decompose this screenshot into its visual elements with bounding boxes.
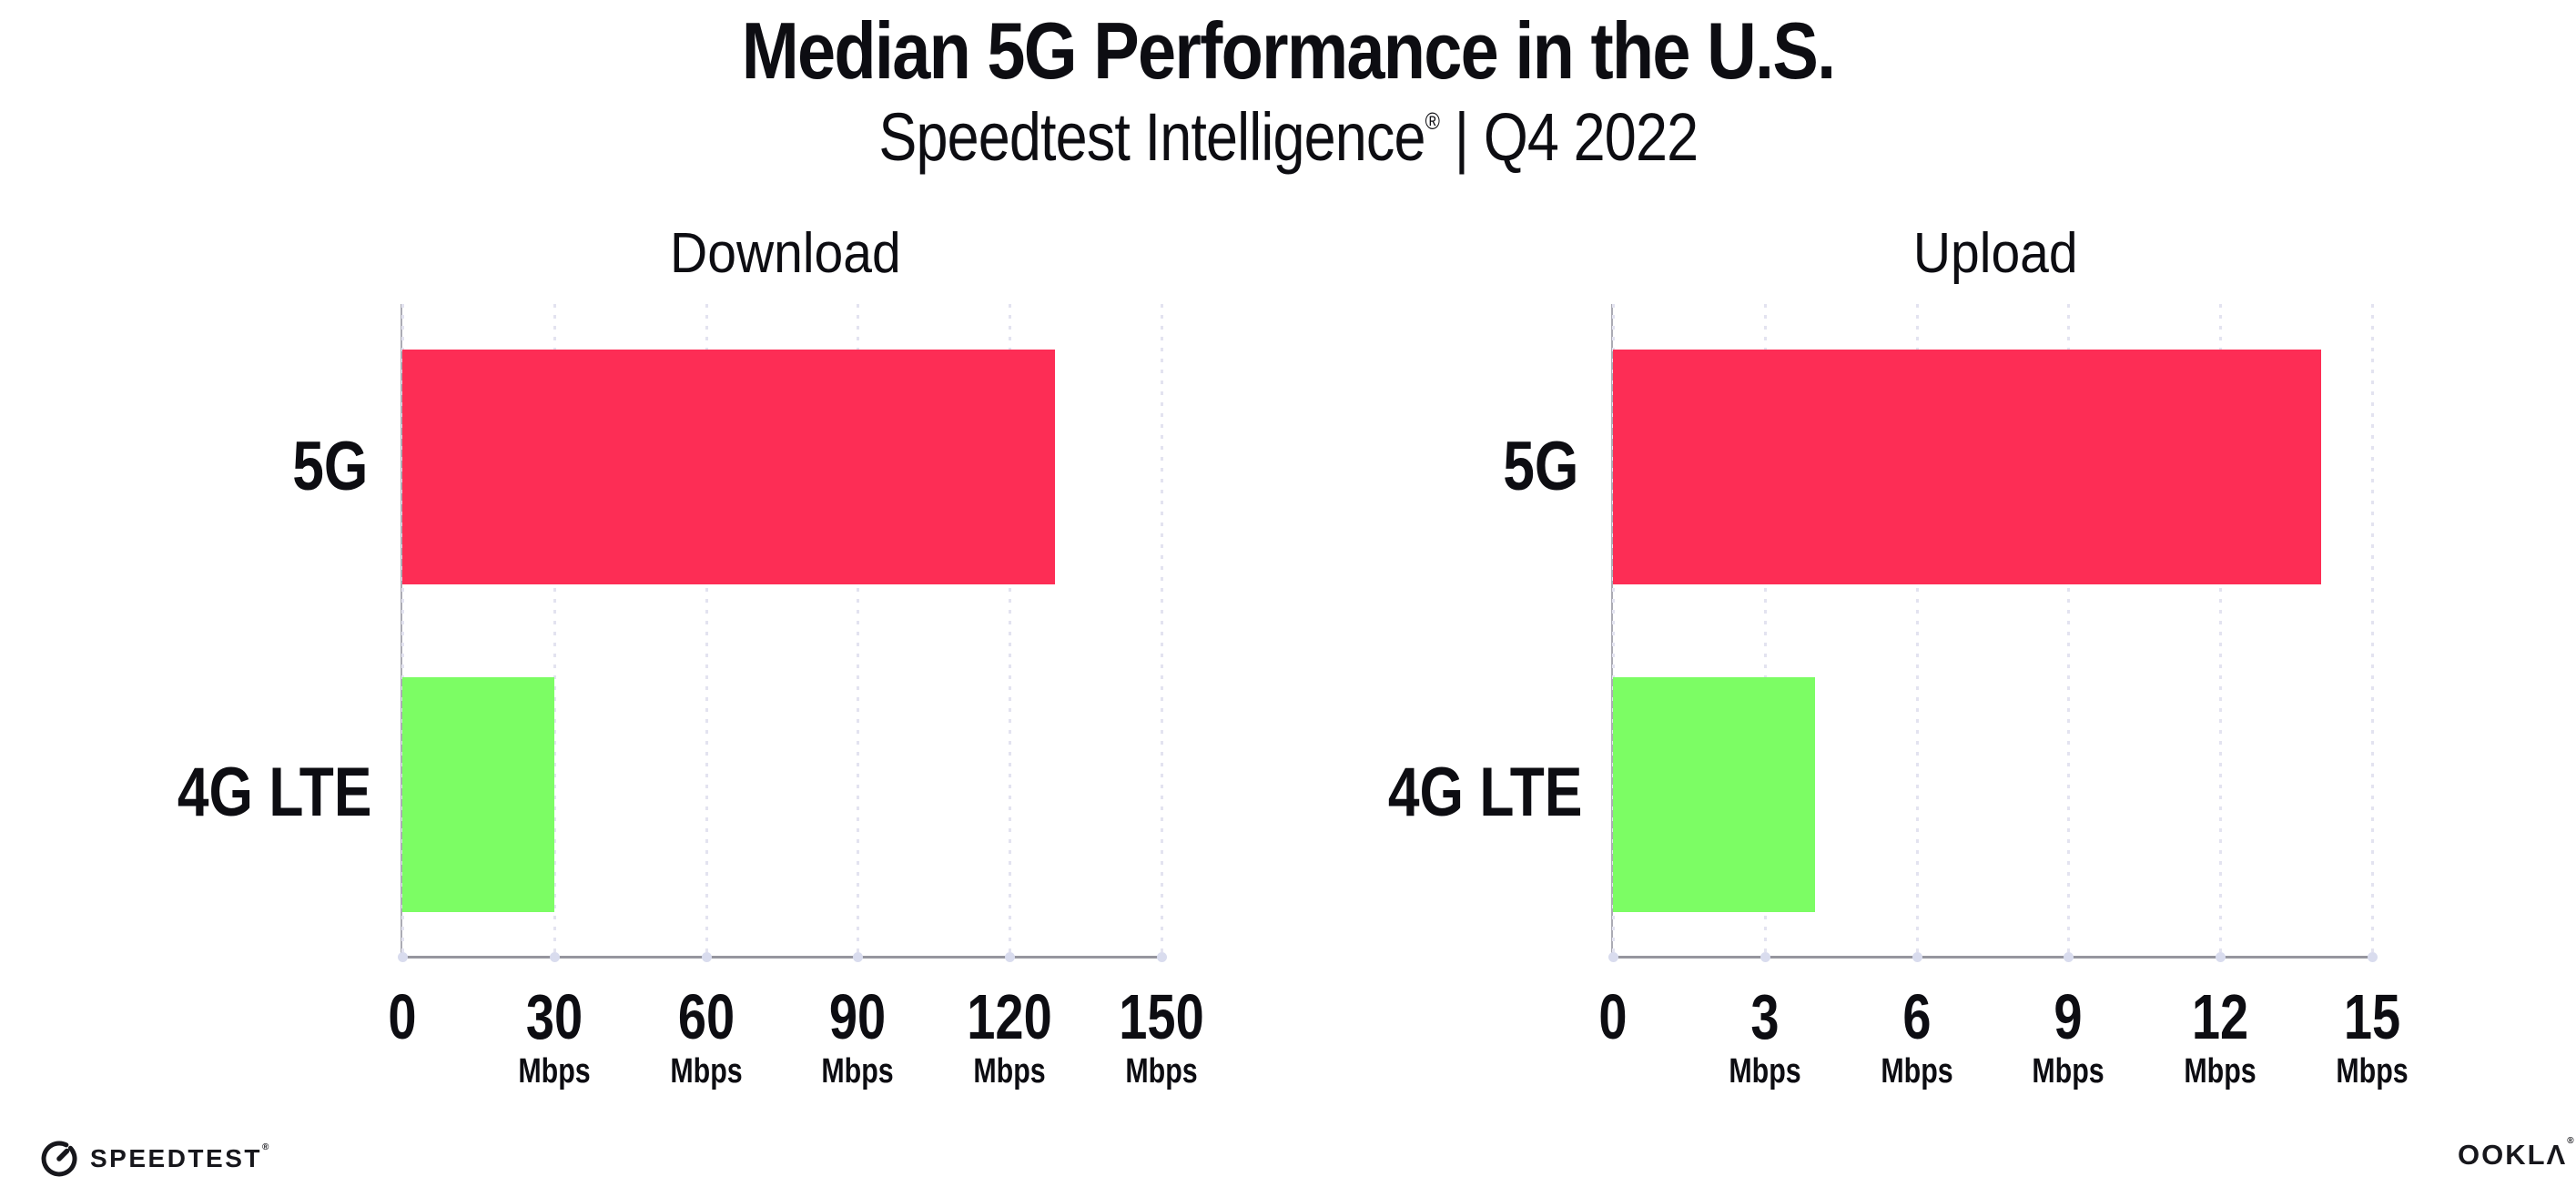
subtitle-product: Speedtest Intelligence xyxy=(878,99,1425,175)
gridline-15-upload xyxy=(2371,304,2374,957)
tick-value: 60 xyxy=(677,981,735,1052)
category-label-5g-upload: 5G xyxy=(1345,432,1578,502)
gridline-6-upload xyxy=(1915,304,1919,957)
category-label-4g-lte-upload: 4G LTE xyxy=(1345,758,1583,827)
tick-label-3-upload: 3 Mbps xyxy=(1692,985,1838,1089)
gridline-3-upload xyxy=(1763,304,1767,957)
speedtest-logo: SPEEDTEST® xyxy=(38,1138,269,1180)
download-plot-area: 0 30 Mbps 60 Mbps 90 Mbps 120 Mbps 150 Mbps xyxy=(388,304,1204,1089)
bar-4g-lte-download xyxy=(402,677,554,912)
axis-tick-dot-9-upload xyxy=(2064,952,2074,962)
gridline-0-download xyxy=(401,304,404,957)
axis-tick-dot-0-upload xyxy=(1608,952,1618,962)
gridline-12-upload xyxy=(2219,304,2223,957)
tick-label-12-upload: 12 Mbps xyxy=(2147,985,2293,1089)
x-axis-upload xyxy=(1609,956,2376,959)
ookla-registered-mark: ® xyxy=(2567,1135,2574,1146)
tick-label-30-download: 30 Mbps xyxy=(482,985,627,1089)
axis-tick-dot-150-download xyxy=(1157,952,1167,962)
tick-unit: Mbps xyxy=(973,1052,1046,1090)
x-axis-download xyxy=(399,956,1165,959)
speedtest-gauge-icon xyxy=(41,1141,77,1177)
upload-plot-area: 0 3 Mbps 6 Mbps 9 Mbps 12 Mbps 15 Mbps xyxy=(1598,304,2409,1089)
bar-5g-upload xyxy=(1613,350,2322,584)
tick-label-0-download: 0 xyxy=(330,985,475,1049)
subtitle-period: Q4 2022 xyxy=(1483,99,1699,175)
gridline-0-upload xyxy=(1612,304,1615,957)
tick-label-150-download: 150 Mbps xyxy=(1089,985,1234,1089)
page-title: Median 5G Performance in the U.S. xyxy=(0,5,2576,96)
tick-value: 12 xyxy=(2192,981,2249,1052)
gridline-120-download xyxy=(1009,304,1012,957)
tick-unit: Mbps xyxy=(1729,1052,1801,1090)
tick-unit: Mbps xyxy=(821,1052,895,1090)
tick-value: 90 xyxy=(829,981,887,1052)
tick-label-9-upload: 9 Mbps xyxy=(1995,985,2141,1089)
axis-tick-dot-30-download xyxy=(549,952,560,962)
gridline-90-download xyxy=(857,304,860,957)
category-label-5g-download: 5G xyxy=(135,432,368,502)
subtitle-separator: | xyxy=(1438,99,1484,175)
axis-tick-dot-3-upload xyxy=(1760,952,1770,962)
tick-value: 30 xyxy=(525,981,583,1052)
tick-value: 150 xyxy=(1119,981,1204,1052)
tick-unit: Mbps xyxy=(1125,1052,1198,1090)
axis-tick-dot-120-download xyxy=(1005,952,1016,962)
axis-tick-dot-6-upload xyxy=(1912,952,1922,962)
download-chart-title: Download xyxy=(669,222,901,285)
axis-tick-dot-0-download xyxy=(398,952,408,962)
tick-unit: Mbps xyxy=(2032,1052,2105,1090)
tick-unit: Mbps xyxy=(1880,1052,1953,1090)
page-title-text: Median 5G Performance in the U.S. xyxy=(741,5,1836,96)
gridline-150-download xyxy=(1161,304,1163,957)
tick-unit: Mbps xyxy=(669,1052,743,1090)
axis-tick-dot-90-download xyxy=(853,952,864,962)
tick-value: 120 xyxy=(967,981,1052,1052)
gridline-60-download xyxy=(705,304,708,957)
tick-value: 9 xyxy=(2054,981,2083,1052)
upload-chart: Upload 0 3 Mbps 6 Mbps 9 Mbps 12 Mbps 15 Mbps 5G 4G… xyxy=(1345,221,2409,1131)
category-label-4g-lte-download: 4G LTE xyxy=(135,758,372,827)
axis-tick-dot-60-download xyxy=(701,952,712,962)
registered-mark: ® xyxy=(1425,107,1439,136)
bar-5g-download xyxy=(402,350,1056,584)
tick-value: 0 xyxy=(388,981,417,1052)
tick-value: 0 xyxy=(1598,981,1628,1052)
speedtest-registered-mark: ® xyxy=(261,1141,269,1152)
tick-label-15-upload: 15 Mbps xyxy=(2299,985,2445,1089)
tick-unit: Mbps xyxy=(2336,1052,2409,1090)
upload-chart-title: Upload xyxy=(1913,222,2078,285)
download-chart: Download 0 30 Mbps 60 Mbps 90 Mbps 120 Mbps 150 Mb… xyxy=(135,221,1204,1131)
tick-label-120-download: 120 Mbps xyxy=(937,985,1082,1089)
tick-label-90-download: 90 Mbps xyxy=(785,985,930,1089)
axis-tick-dot-15-upload xyxy=(2368,952,2378,962)
tick-unit: Mbps xyxy=(2184,1052,2257,1090)
gridline-30-download xyxy=(553,304,556,957)
category-label-text: 4G LTE xyxy=(1387,754,1583,831)
tick-unit: Mbps xyxy=(518,1052,591,1090)
tick-value: 3 xyxy=(1750,981,1780,1052)
tick-label-0-upload: 0 xyxy=(1540,985,1686,1049)
gridline-9-upload xyxy=(2067,304,2071,957)
tick-label-6-upload: 6 Mbps xyxy=(1844,985,1990,1089)
axis-tick-dot-12-upload xyxy=(2216,952,2226,962)
bar-4g-lte-upload xyxy=(1613,677,1816,912)
tick-label-60-download: 60 Mbps xyxy=(634,985,779,1089)
category-label-text: 5G xyxy=(1502,428,1578,505)
category-label-text: 5G xyxy=(291,428,368,505)
tick-value: 6 xyxy=(1902,981,1932,1052)
ookla-logo: OOKLΛ® xyxy=(2458,1136,2574,1171)
speedtest-wordmark: SPEEDTEST® xyxy=(90,1141,269,1172)
ookla-wordmark: OOKLΛ xyxy=(2458,1139,2568,1171)
page-subtitle: Speedtest Intelligence® | Q4 2022 xyxy=(0,98,2576,176)
category-label-text: 4G LTE xyxy=(177,754,372,831)
tick-value: 15 xyxy=(2343,981,2401,1052)
